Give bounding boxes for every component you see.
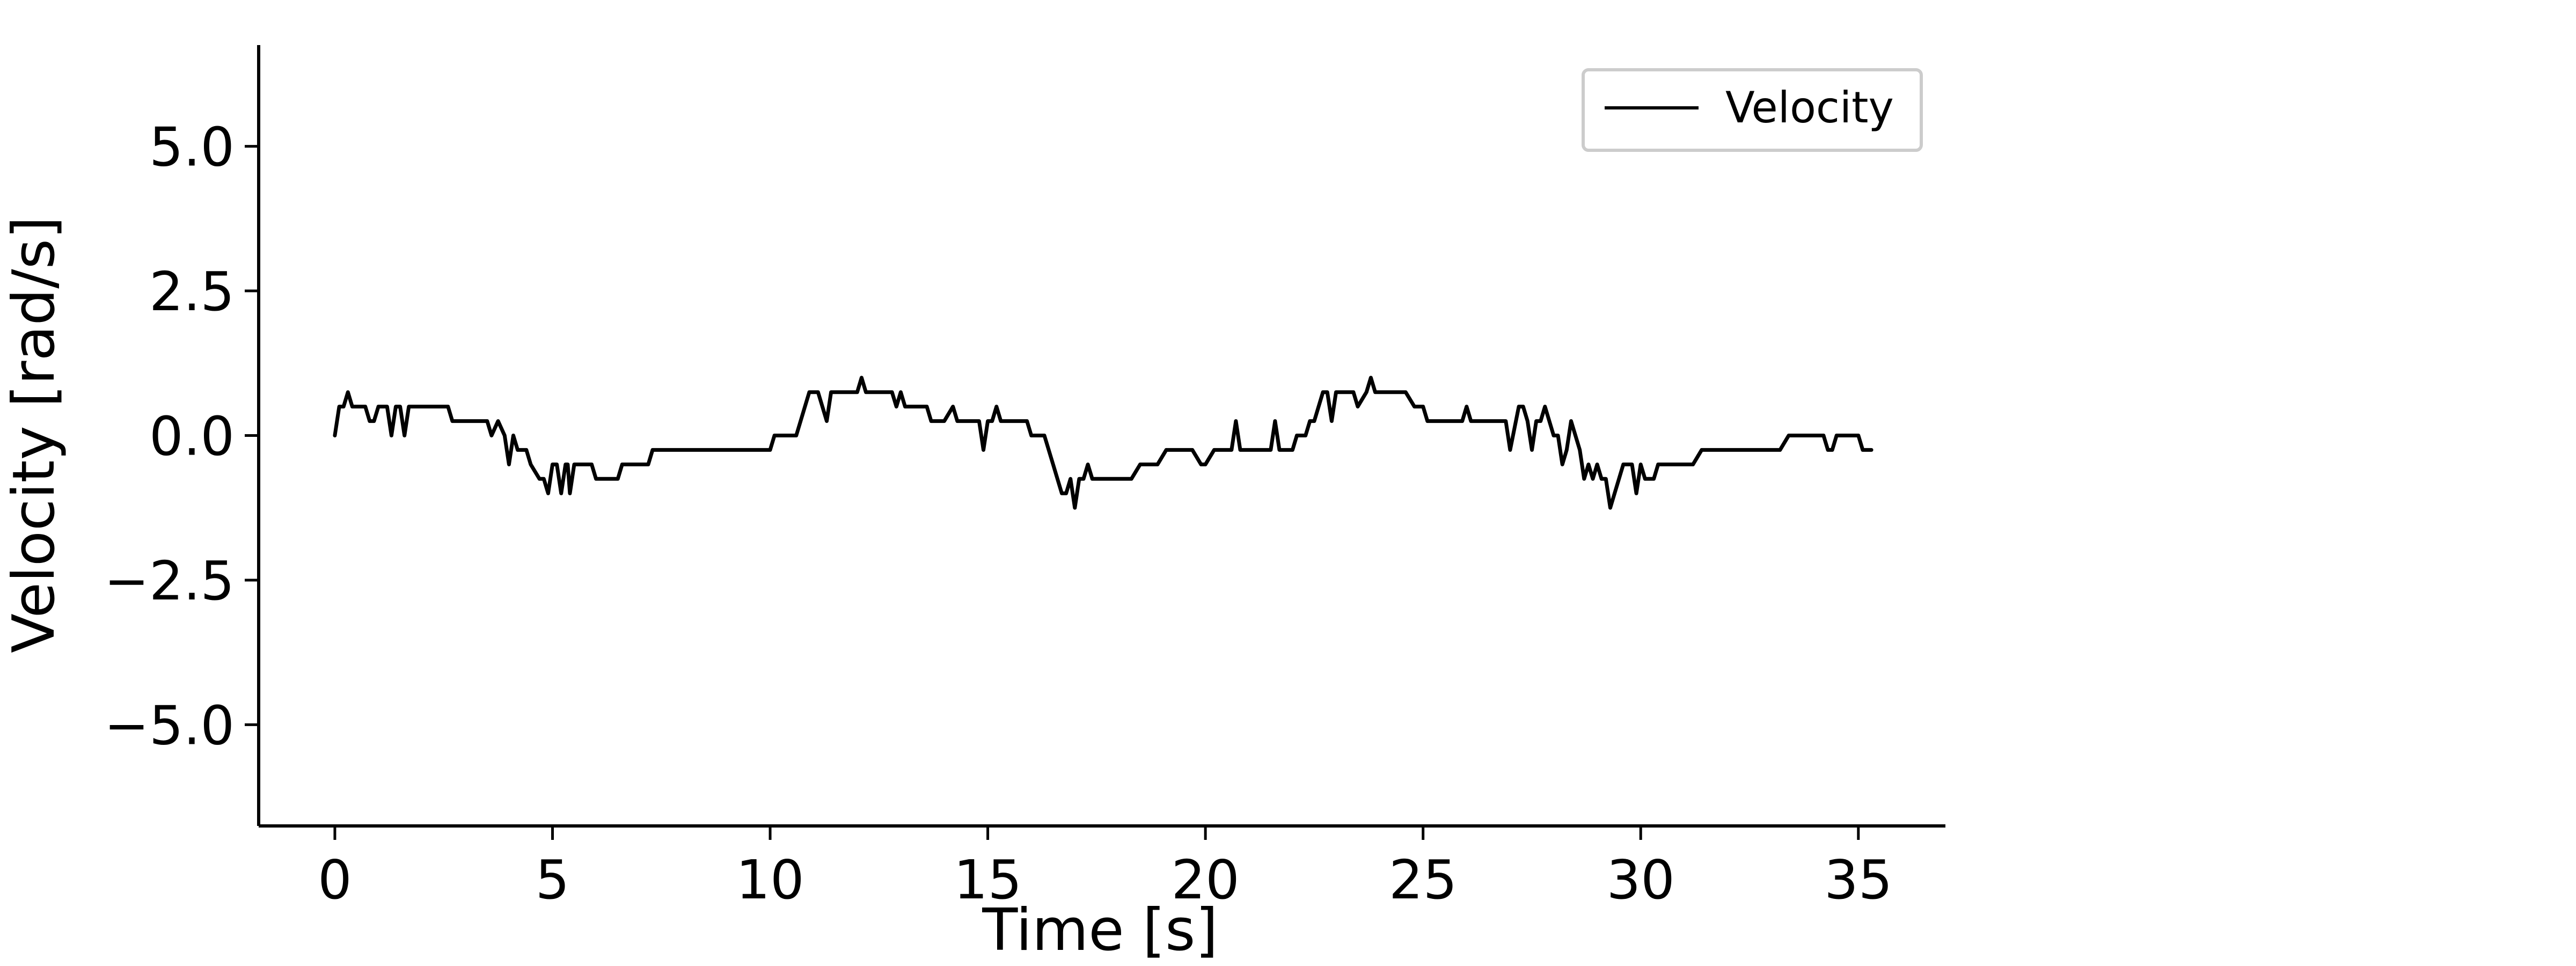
legend: Velocity: [1582, 68, 1923, 152]
axes: 0 5 10 15 20 25 30 35 5.0 2.5 0.0 −2.5 −5.0: [104, 45, 1945, 911]
x-tick-label: 20: [1172, 848, 1240, 911]
series-line-velocity: [333, 376, 1874, 510]
x-tick-label: 35: [1824, 848, 1892, 911]
x-tick-label: 15: [954, 848, 1022, 911]
legend-entry-velocity: Velocity: [1725, 83, 1894, 133]
y-tick-label: 2.5: [149, 260, 235, 323]
y-tick-label: −2.5: [104, 550, 235, 612]
plot-area: [333, 376, 1874, 510]
x-axis-label: Time [s]: [982, 897, 1218, 964]
x-tick-label: 25: [1389, 848, 1457, 911]
x-tick-label: 30: [1607, 848, 1675, 911]
y-axis-label: Velocity [rad/s]: [1, 216, 68, 653]
x-tick-label: 10: [736, 848, 804, 911]
x-tick-label: 5: [536, 848, 570, 911]
y-tick-label: −5.0: [104, 694, 235, 757]
x-tick-label: 0: [318, 848, 352, 911]
y-tick-label: 5.0: [149, 116, 235, 179]
y-tick-label: 0.0: [149, 405, 235, 468]
legend-box: [1582, 68, 1923, 152]
